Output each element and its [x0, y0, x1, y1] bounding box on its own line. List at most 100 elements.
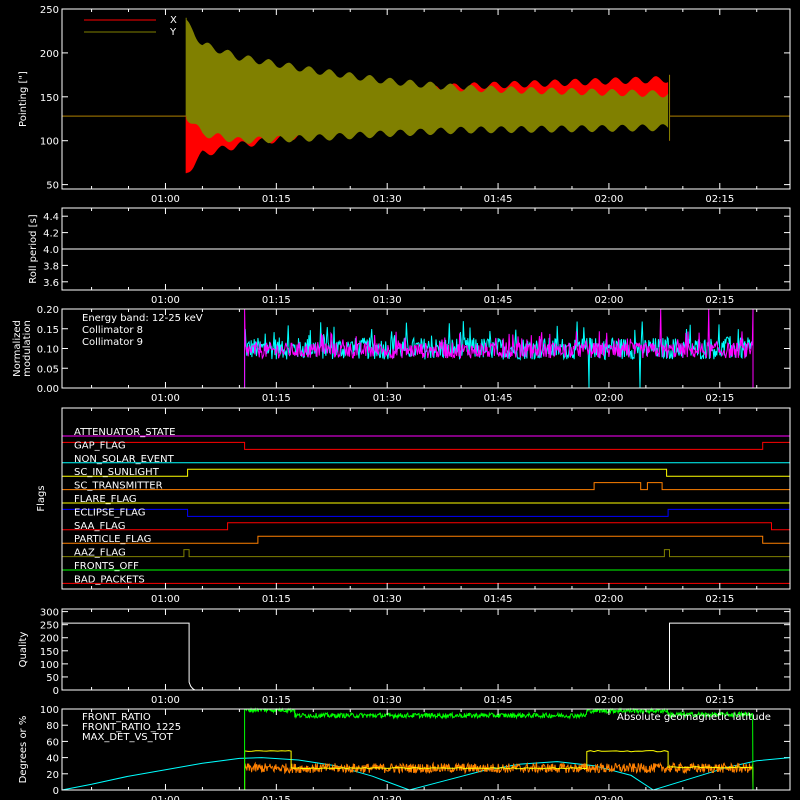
ratios-ylabel: Degrees or %	[18, 716, 29, 784]
modulation-xtick-label: 01:45	[484, 393, 513, 404]
roll-ytick-label: 4.4	[43, 212, 59, 223]
modulation-xtick-label: 02:15	[705, 393, 734, 404]
pointing-ylabel: Pointing ["]	[18, 71, 29, 127]
modulation-xtick-label: 01:00	[151, 393, 180, 404]
flag-label-eclipse-flag: ECLIPSE_FLAG	[74, 507, 145, 518]
flag-line-saa-flag	[62, 522, 790, 531]
quality-xtick-label: 01:45	[484, 695, 513, 706]
flag-line-particle-flag	[62, 535, 790, 544]
roll-frame	[61, 207, 791, 291]
flag-label-particle-flag: PARTICLE_FLAG	[74, 534, 151, 545]
pointing-panel: 50 100 150 200 250 Pointing ["] 01:00 01:15 01:3…	[18, 5, 791, 205]
flag-label-bad-packets: BAD_PACKETS	[74, 574, 145, 585]
flags-xtick-label: 02:15	[705, 594, 734, 605]
pointing-ytick-label: 50	[46, 181, 59, 192]
flag-label-non-solar-event: NON_SOLAR_EVENT	[74, 454, 175, 465]
roll-ytick-label: 3.8	[43, 261, 59, 272]
modulation-ytick-label: 0.20	[37, 305, 59, 316]
flag-label-flare-flag: FLARE_FLAG	[74, 494, 137, 505]
flags-frame	[61, 407, 791, 590]
quality-xtick-label: 01:15	[262, 695, 291, 706]
quality-ytick-label: 50	[46, 673, 59, 684]
pointing-xtick-label: 01:45	[484, 194, 513, 205]
ratios-ytick-label: 80	[46, 721, 59, 732]
ratios-ytick-label: 0	[53, 786, 59, 797]
quality-frame	[61, 608, 791, 691]
roll-period-panel: 3.6 3.8 4.0 4.2 4.4 Roll period [s] 01:00 01:15…	[28, 207, 791, 306]
pointing-xtick-label: 01:00	[151, 194, 180, 205]
modulation-ylabel-line2: modulation	[22, 320, 33, 377]
quality-xtick-label: 01:00	[151, 695, 180, 706]
roll-xtick-label: 01:30	[373, 295, 402, 306]
modulation-frame	[61, 308, 791, 389]
ratios-legend-front-ratio: FRONT_RATIO	[82, 712, 151, 723]
max-det-vs-tot-line	[244, 761, 754, 791]
quality-ytick-label: 150	[40, 647, 59, 658]
modulation-xtick-label: 01:30	[373, 393, 402, 404]
modulation-legend-1: Collimator 8	[82, 325, 143, 336]
pointing-series-Y	[186, 19, 669, 144]
flags-xtick-label: 01:00	[151, 594, 180, 605]
roll-ylabel: Roll period [s]	[28, 214, 39, 283]
flag-line-aaz-flag	[62, 549, 790, 558]
flag-label-gap-flag: GAP_FLAG	[74, 440, 126, 451]
flag-line-gap-flag	[62, 441, 790, 450]
quality-ytick-label: 0	[53, 686, 59, 697]
roll-ytick-label: 4.2	[43, 229, 59, 240]
quality-xtick-label: 01:30	[373, 695, 402, 706]
flag-label-sc-transmitter: SC_TRANSMITTER	[74, 481, 163, 492]
flag-label-fronts-off: FRONTS_OFF	[74, 561, 139, 572]
roll-xtick-label: 02:15	[705, 295, 734, 306]
quality-xtick-label: 02:15	[705, 695, 734, 706]
pointing-ytick-label: 100	[40, 137, 59, 148]
pointing-ytick-label: 200	[40, 49, 59, 60]
pointing-frame	[61, 8, 791, 190]
quality-ytick-label: 300	[40, 608, 59, 619]
modulation-ytick-label: 0.10	[37, 345, 59, 356]
ratios-legend-max-det-vs-tot: MAX_DET_VS_TOT	[82, 732, 174, 743]
pointing-xtick-label: 01:30	[373, 194, 402, 205]
flags-xtick-label: 01:45	[484, 594, 513, 605]
roll-ytick-label: 4.0	[43, 245, 59, 256]
flag-label-attenuator-state: ATTENUATOR_STATE	[74, 427, 175, 438]
modulation-series-collimator-8	[62, 321, 790, 389]
flags-ylabel: Flags	[36, 485, 47, 511]
modulation-legend-2: Collimator 9	[82, 337, 143, 348]
ratios-panel: 0 20 40 60 80 100 Degrees or % 01:00 01:15 01:30 0…	[18, 705, 791, 800]
ratios-ytick-label: 60	[46, 737, 59, 748]
roll-xtick-label: 01:00	[151, 295, 180, 306]
front-ratio-line	[244, 749, 754, 790]
pointing-xtick-label: 01:15	[262, 194, 291, 205]
ratios-legend-front-ratio-1225: FRONT_RATIO_1225	[82, 722, 181, 733]
ratios-frame	[61, 708, 791, 791]
flag-label-sc-in-sunlight: SC_IN_SUNLIGHT	[74, 467, 160, 478]
modulation-ytick-label: 0.05	[37, 364, 59, 375]
flag-label-saa-flag: SAA_FLAG	[74, 521, 125, 532]
flags-xtick-label: 02:00	[595, 594, 624, 605]
quality-xtick-label: 02:00	[595, 695, 624, 706]
ratios-xtick-label: 01:15	[262, 795, 291, 800]
modulation-ytick-label: 0.00	[37, 384, 59, 395]
ratios-ytick-label: 40	[46, 754, 59, 765]
quality-ytick-label: 250	[40, 621, 59, 632]
geomag-latitude-line	[61, 757, 791, 791]
ratios-xtick-label: 01:30	[373, 795, 402, 800]
ratios-ytick-label: 100	[40, 705, 59, 716]
modulation-xtick-label: 02:00	[595, 393, 624, 404]
pointing-xtick-label: 02:00	[595, 194, 624, 205]
pointing-ytick-label: 250	[40, 5, 59, 16]
flag-label-aaz-flag: AAZ_FLAG	[74, 548, 126, 559]
ratios-xtick-label: 02:15	[705, 795, 734, 800]
flag-line-eclipse-flag	[62, 508, 790, 517]
pointing-xtick-label: 02:15	[705, 194, 734, 205]
ratios-xtick-label: 02:00	[595, 795, 624, 800]
flag-line-sc-in-sunlight	[62, 468, 790, 477]
flags-panel: Flags ATTENUATOR_STATE GAP_FLAG NON_SOLAR_E…	[36, 407, 791, 605]
ratios-xtick-label: 01:00	[151, 795, 180, 800]
modulation-ylabel: Normalized	[12, 320, 23, 377]
quality-ylabel: Quality	[18, 632, 29, 668]
flag-line-sc-transmitter	[62, 482, 790, 491]
modulation-panel: 0.00 0.05 0.10 0.15 0.20 Normalized modulation…	[12, 305, 791, 404]
roll-ytick-label: 3.6	[43, 278, 59, 289]
